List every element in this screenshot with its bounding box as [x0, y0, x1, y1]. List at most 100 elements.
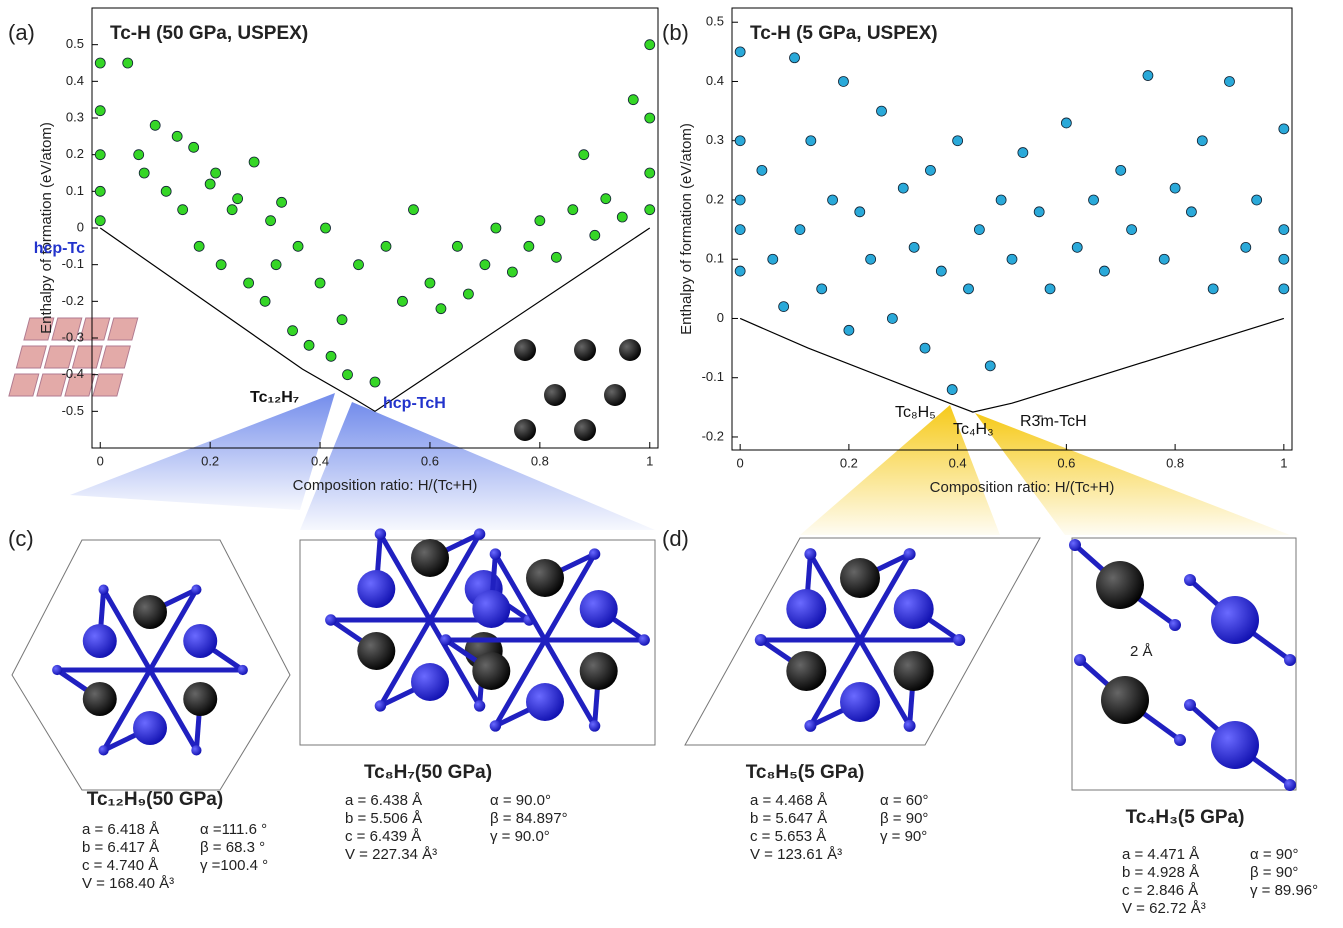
data-point: [1208, 284, 1218, 294]
data-point: [178, 205, 188, 215]
lattice-param: V = 227.34 Å³: [345, 846, 437, 863]
inset-crystal: [100, 346, 130, 368]
data-point: [628, 95, 638, 105]
x-tick-label: 0.8: [531, 453, 549, 468]
atom: [83, 682, 117, 716]
inset-crystal: [44, 346, 74, 368]
data-point: [1170, 183, 1180, 193]
y-tick-label: 0.4: [66, 73, 84, 88]
x-tick-label: 0.6: [1057, 455, 1075, 470]
lattice-param: b = 6.417 Å: [82, 839, 159, 856]
data-point: [227, 205, 237, 215]
data-point: [524, 241, 534, 251]
data-point: [817, 284, 827, 294]
data-point: [551, 252, 561, 262]
data-point: [1007, 254, 1017, 264]
data-point: [354, 260, 364, 270]
annotation: Tc₈H₅: [895, 404, 936, 421]
atom: [580, 590, 618, 628]
y-tick-label: -0.5: [62, 403, 84, 418]
data-point: [189, 142, 199, 152]
atom: [411, 663, 449, 701]
atom: [191, 585, 201, 595]
lattice-param: α = 90.0°: [490, 792, 551, 809]
atom: [1074, 654, 1086, 666]
y-tick-label: -0.3: [62, 329, 84, 344]
annotation: hcp-TcH: [383, 395, 446, 412]
data-point: [1197, 136, 1207, 146]
data-point: [288, 326, 298, 336]
atom: [580, 652, 618, 690]
data-point: [507, 267, 517, 277]
data-point: [1061, 118, 1071, 128]
data-point: [806, 136, 816, 146]
atom: [133, 711, 167, 745]
data-point: [866, 254, 876, 264]
data-point: [337, 315, 347, 325]
data-point: [844, 325, 854, 335]
y-tick-label: -0.4: [62, 366, 84, 381]
inset-crystal: [16, 346, 46, 368]
data-point: [194, 241, 204, 251]
atom: [474, 700, 485, 711]
lattice-param: b = 4.928 Å: [1122, 864, 1199, 881]
atom: [1174, 734, 1186, 746]
data-point: [838, 76, 848, 86]
atom: [472, 652, 510, 690]
figure: (a) (b) (c) (d) 2 Å00.20.40.60.81-0.5-0.…: [0, 0, 1343, 928]
y-tick-label: 0.2: [66, 146, 84, 161]
data-point: [645, 205, 655, 215]
atom: [1069, 539, 1081, 551]
lattice-param: γ = 89.96°: [1250, 882, 1318, 899]
inset-crystal: [72, 346, 102, 368]
atom: [357, 570, 395, 608]
x-tick-label: 0.2: [201, 453, 219, 468]
atom: [375, 700, 386, 711]
atom: [514, 339, 536, 361]
x-axis-label: Composition ratio: H/(Tc+H): [930, 479, 1115, 496]
lattice-param: a = 4.468 Å: [750, 792, 827, 809]
data-point: [95, 186, 105, 196]
lattice-param: V = 62.72 Å³: [1122, 900, 1206, 917]
data-point: [480, 260, 490, 270]
data-point: [735, 47, 745, 57]
data-point: [425, 278, 435, 288]
y-tick-label: 0: [77, 219, 84, 234]
lattice-param: β = 90°: [1250, 864, 1298, 881]
data-point: [326, 351, 336, 361]
y-tick-label: 0: [717, 310, 724, 325]
data-point: [161, 186, 171, 196]
data-point: [877, 106, 887, 116]
atom: [490, 720, 501, 731]
atom: [526, 683, 564, 721]
y-tick-label: 0.3: [706, 132, 724, 147]
atom: [619, 339, 641, 361]
panel-label: (b): [662, 20, 689, 45]
atom: [490, 548, 501, 559]
annotation: Tc₁₂H₇: [250, 389, 299, 406]
data-point: [491, 223, 501, 233]
y-axis-label: Enthalpy of formation (eV/atom): [38, 122, 55, 334]
data-point: [315, 278, 325, 288]
data-point: [408, 205, 418, 215]
atom: [589, 720, 600, 731]
x-tick-label: 1: [646, 453, 653, 468]
lattice-param: γ = 90.0°: [490, 828, 550, 845]
y-tick-label: 0.1: [66, 183, 84, 198]
atom: [411, 539, 449, 577]
data-point: [123, 58, 133, 68]
atom: [99, 585, 109, 595]
data-point: [1018, 148, 1028, 158]
lattice-param: a = 4.471 Å: [1122, 846, 1199, 863]
atom: [191, 745, 201, 755]
atom: [786, 651, 826, 691]
data-point: [343, 370, 353, 380]
y-tick-label: 0.3: [66, 109, 84, 124]
x-tick-label: 0.4: [311, 453, 329, 468]
y-tick-label: 0.5: [706, 14, 724, 29]
atom: [1284, 779, 1296, 791]
data-point: [568, 205, 578, 215]
y-tick-label: -0.2: [62, 293, 84, 308]
data-point: [1127, 225, 1137, 235]
data-point: [645, 168, 655, 178]
